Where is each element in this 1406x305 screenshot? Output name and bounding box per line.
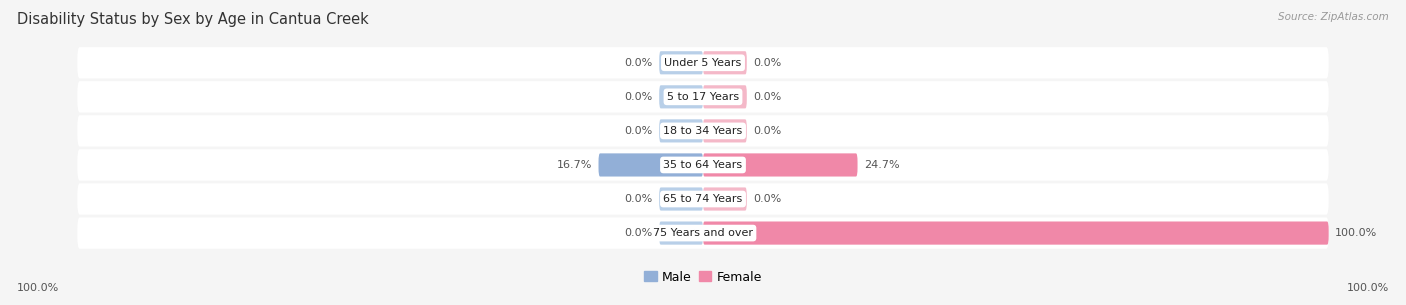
FancyBboxPatch shape	[659, 119, 703, 142]
Text: 0.0%: 0.0%	[624, 92, 652, 102]
FancyBboxPatch shape	[659, 85, 703, 108]
Text: 0.0%: 0.0%	[624, 126, 652, 136]
Text: 100.0%: 100.0%	[1347, 283, 1389, 293]
FancyBboxPatch shape	[77, 47, 1329, 78]
FancyBboxPatch shape	[77, 217, 1329, 249]
Text: 16.7%: 16.7%	[557, 160, 592, 170]
FancyBboxPatch shape	[659, 51, 703, 74]
Text: Source: ZipAtlas.com: Source: ZipAtlas.com	[1278, 12, 1389, 22]
Text: 24.7%: 24.7%	[863, 160, 900, 170]
FancyBboxPatch shape	[703, 221, 1329, 245]
Text: 0.0%: 0.0%	[754, 92, 782, 102]
FancyBboxPatch shape	[77, 149, 1329, 181]
FancyBboxPatch shape	[659, 221, 703, 245]
FancyBboxPatch shape	[659, 188, 703, 210]
FancyBboxPatch shape	[703, 85, 747, 108]
Text: 100.0%: 100.0%	[1334, 228, 1376, 238]
FancyBboxPatch shape	[77, 81, 1329, 113]
Legend: Male, Female: Male, Female	[640, 266, 766, 289]
FancyBboxPatch shape	[703, 119, 747, 142]
Text: 5 to 17 Years: 5 to 17 Years	[666, 92, 740, 102]
Text: 0.0%: 0.0%	[624, 194, 652, 204]
Text: 65 to 74 Years: 65 to 74 Years	[664, 194, 742, 204]
Text: 0.0%: 0.0%	[624, 58, 652, 68]
FancyBboxPatch shape	[599, 153, 703, 177]
Text: 100.0%: 100.0%	[17, 283, 59, 293]
Text: Under 5 Years: Under 5 Years	[665, 58, 741, 68]
FancyBboxPatch shape	[703, 153, 858, 177]
Text: 35 to 64 Years: 35 to 64 Years	[664, 160, 742, 170]
FancyBboxPatch shape	[77, 183, 1329, 215]
Text: 0.0%: 0.0%	[624, 228, 652, 238]
Text: 0.0%: 0.0%	[754, 194, 782, 204]
FancyBboxPatch shape	[77, 115, 1329, 147]
FancyBboxPatch shape	[703, 188, 747, 210]
Text: 18 to 34 Years: 18 to 34 Years	[664, 126, 742, 136]
Text: 75 Years and over: 75 Years and over	[652, 228, 754, 238]
Text: Disability Status by Sex by Age in Cantua Creek: Disability Status by Sex by Age in Cantu…	[17, 12, 368, 27]
Text: 0.0%: 0.0%	[754, 58, 782, 68]
FancyBboxPatch shape	[703, 51, 747, 74]
Text: 0.0%: 0.0%	[754, 126, 782, 136]
